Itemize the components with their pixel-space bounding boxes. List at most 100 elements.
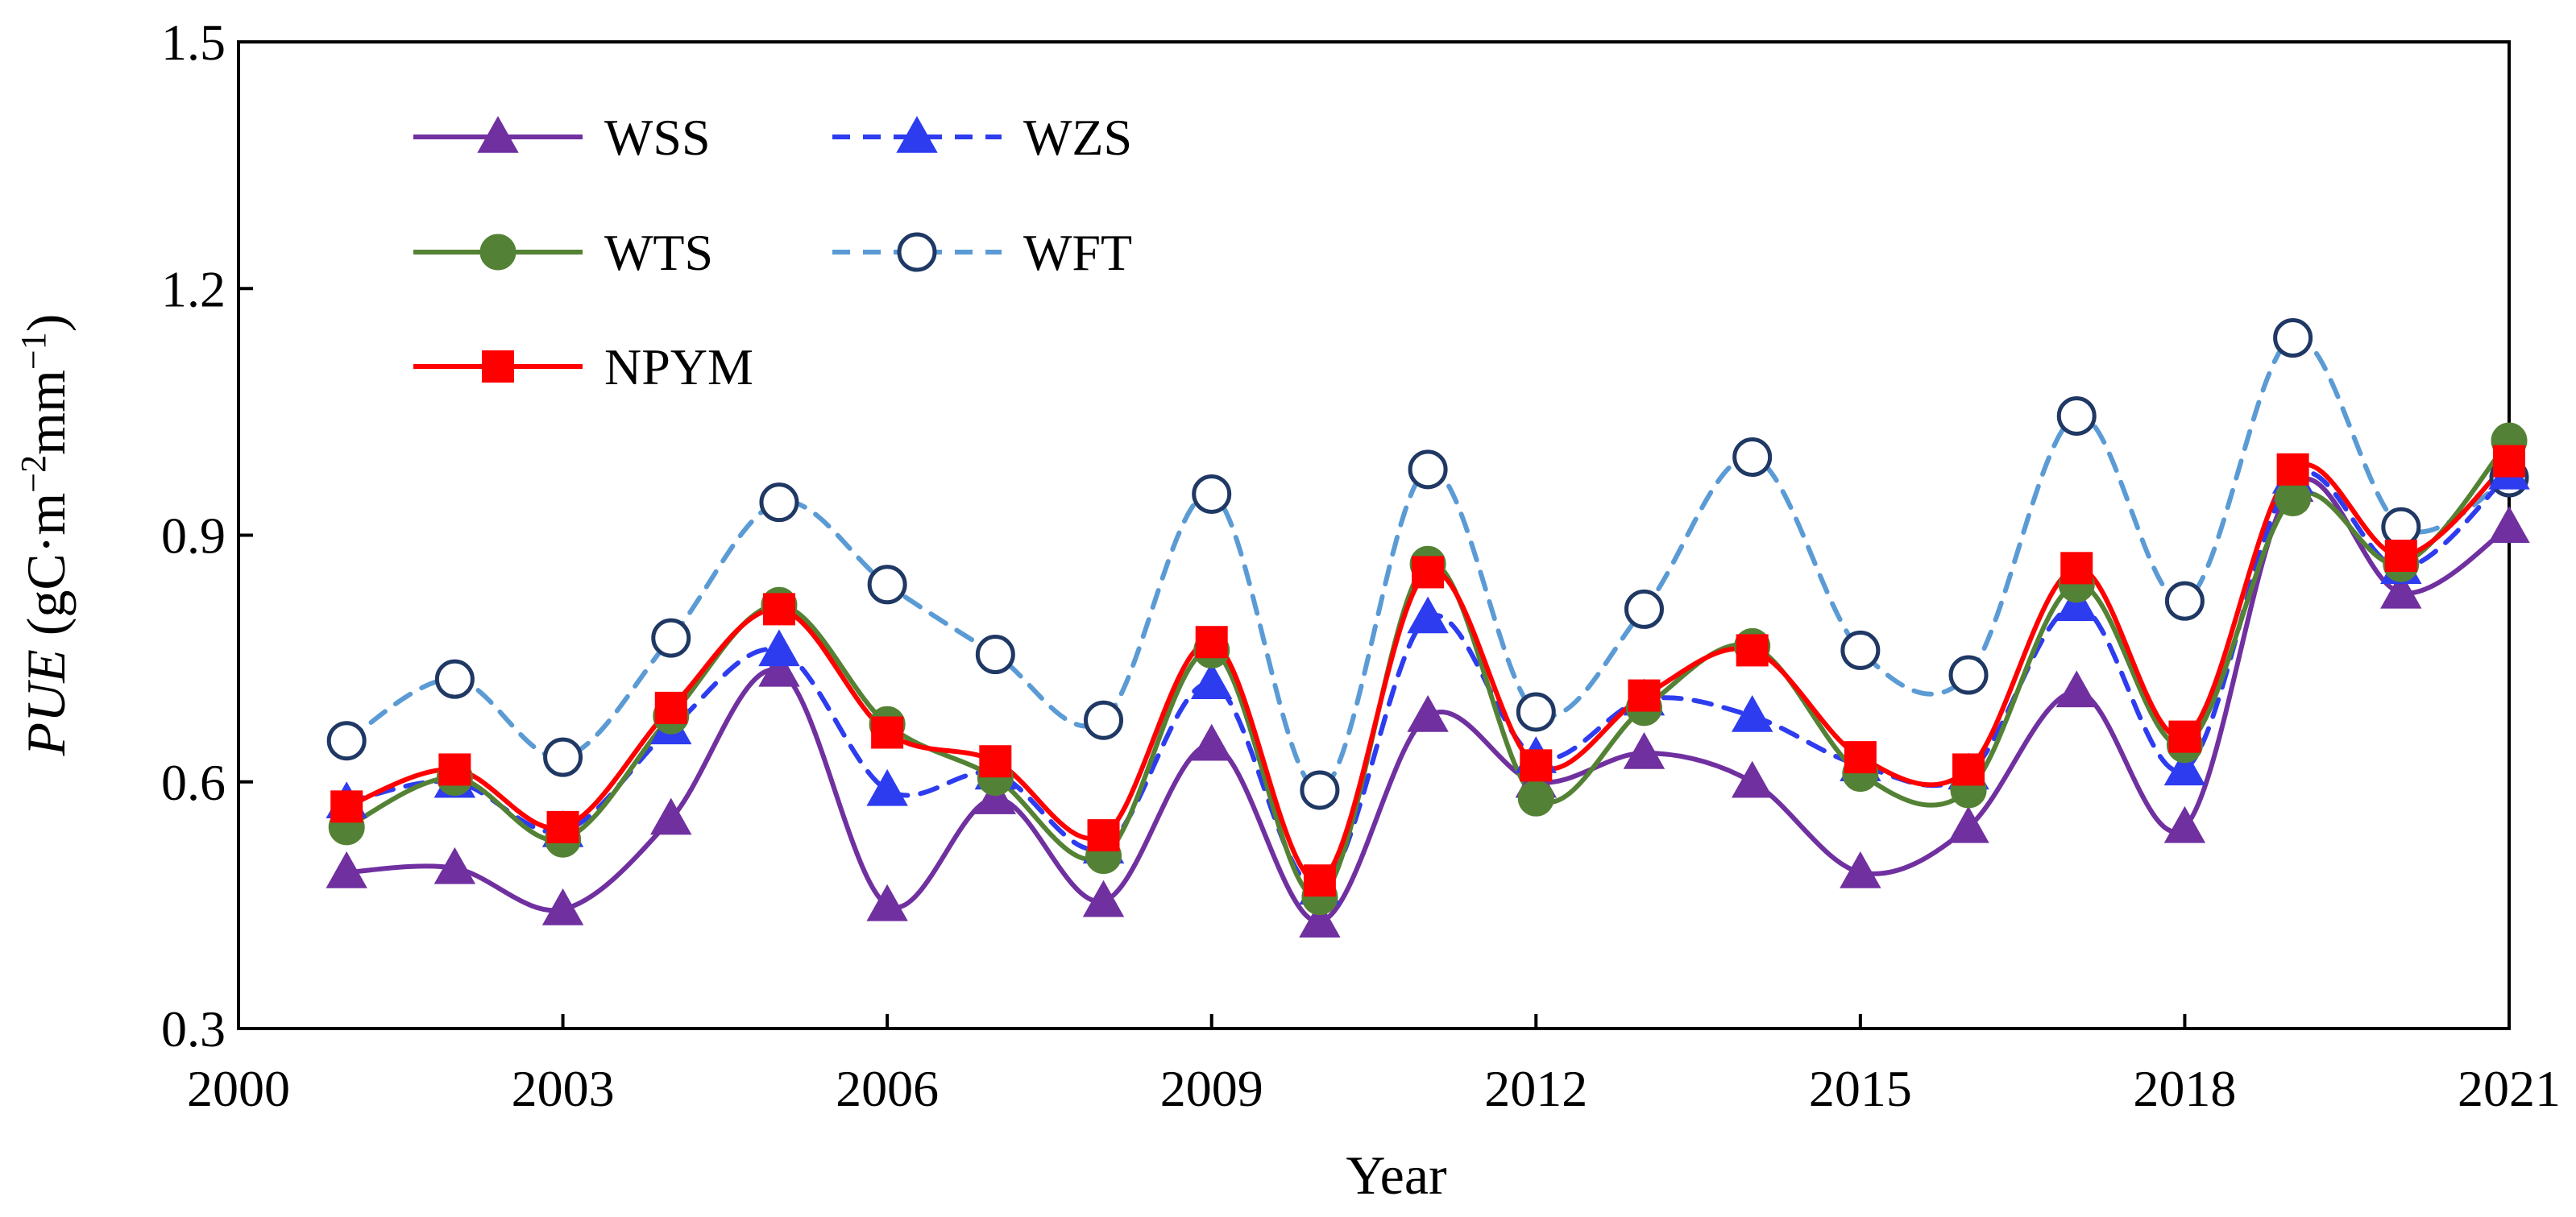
x-tick-label-2006: 2006 [836, 1060, 939, 1117]
point-npym-2017 [2060, 552, 2093, 585]
legend-entry-wss: WSS [413, 109, 711, 166]
point-wzs-2005 [758, 629, 800, 667]
point-wss-2021 [2488, 506, 2530, 544]
point-wzs-2014 [1731, 695, 1773, 732]
point-wss-2018 [2163, 805, 2206, 843]
point-npym-2016 [1952, 753, 1985, 786]
legend-marker-wft [897, 232, 937, 272]
point-npym-2007 [979, 745, 1012, 778]
y-tick-label-0-6: 0.6 [161, 754, 226, 811]
point-wss-2006 [866, 884, 908, 921]
y-tick-label-0-9: 0.9 [161, 507, 226, 565]
point-wft-2012 [1516, 692, 1556, 732]
point-wft-2020 [2381, 507, 2421, 547]
point-wss-2010 [1299, 900, 1341, 938]
legend-label-npym: NPYM [604, 338, 753, 395]
point-wss-2017 [2055, 670, 2097, 708]
point-wft-2006 [867, 565, 907, 605]
point-wft-2001 [326, 721, 367, 761]
marker-layer [326, 318, 2530, 938]
legend-marker-wzs [896, 115, 938, 153]
point-wss-2003 [541, 888, 584, 925]
point-npym-2015 [1844, 741, 1877, 774]
legend-entry-wft: WFT [832, 224, 1132, 281]
point-wss-2009 [1191, 723, 1233, 761]
point-wft-2009 [1192, 474, 1232, 514]
point-wft-2016 [1948, 655, 1989, 695]
legend-marker-wts [479, 234, 516, 271]
legend-entry-npym: NPYM [413, 338, 753, 395]
point-npym-2004 [654, 691, 687, 724]
point-npym-2013 [1628, 679, 1661, 712]
point-npym-2001 [330, 790, 363, 823]
point-wft-2019 [2273, 318, 2313, 358]
x-tick-label-2009: 2009 [1160, 1060, 1263, 1117]
point-wss-2020 [2380, 571, 2422, 609]
point-wts-2012 [1517, 780, 1554, 817]
point-wss-2001 [326, 851, 367, 888]
point-wzs-2011 [1407, 596, 1449, 634]
x-tick-label-2003: 2003 [512, 1060, 615, 1117]
point-wft-2007 [975, 635, 1015, 675]
point-npym-2021 [2493, 445, 2525, 478]
point-wft-2013 [1624, 589, 1664, 629]
y-axis-label-sup2: −1 [14, 332, 53, 370]
point-npym-2005 [762, 593, 795, 626]
legend-entry-wts: WTS [413, 224, 713, 281]
point-wzs-2009 [1191, 662, 1233, 699]
point-npym-2008 [1087, 819, 1120, 852]
point-wss-2013 [1623, 731, 1665, 769]
legend-label-wzs: WZS [1023, 109, 1132, 166]
x-tick-label-2021: 2021 [2458, 1060, 2561, 1117]
x-tick-label-2000: 2000 [187, 1060, 290, 1117]
point-wft-2005 [759, 482, 799, 523]
legend: WSS WZS WTS WFT NPYM [413, 109, 1132, 395]
point-wft-2002 [434, 659, 475, 699]
y-axis-label-unit-close: ) [15, 314, 77, 333]
point-wss-2016 [1948, 805, 1989, 843]
point-wss-2015 [1840, 851, 1881, 888]
y-axis: 0.3 0.6 0.9 1.2 1.5 [161, 14, 253, 1058]
legend-label-wft: WFT [1023, 224, 1132, 281]
point-npym-2018 [2168, 720, 2201, 753]
point-wft-2017 [2056, 395, 2097, 436]
point-npym-2019 [2276, 453, 2309, 486]
y-axis-label-sup1: −2 [14, 455, 53, 493]
point-wzs-2017 [2055, 584, 2097, 621]
point-wft-2011 [1408, 449, 1448, 490]
y-axis-label-unit-mid: mm [15, 370, 77, 455]
point-npym-2010 [1303, 864, 1336, 897]
legend-marker-wss [477, 115, 519, 153]
point-wss-2008 [1082, 880, 1125, 917]
legend-label-wss: WSS [604, 109, 711, 166]
point-npym-2011 [1412, 556, 1445, 589]
point-wts-2019 [2275, 480, 2312, 517]
legend-marker-npym [482, 350, 514, 383]
legend-entry-wzs: WZS [832, 109, 1132, 166]
point-npym-2002 [438, 753, 471, 786]
point-npym-2012 [1520, 749, 1553, 782]
point-wss-2014 [1731, 760, 1773, 798]
point-wzs-2006 [866, 768, 908, 806]
point-wft-2018 [2164, 581, 2205, 621]
point-wft-2014 [1732, 437, 1773, 478]
point-wft-2004 [651, 618, 691, 658]
point-wss-2007 [974, 777, 1017, 814]
legend-label-wts: WTS [604, 224, 713, 281]
point-wss-2005 [758, 649, 800, 687]
x-tick-label-2018: 2018 [2133, 1060, 2236, 1117]
point-wft-2008 [1084, 700, 1124, 740]
x-axis: 2000 2003 2006 2009 2012 2015 2018 2021 [187, 1014, 2561, 1117]
y-tick-label-1-2: 1.2 [161, 260, 226, 317]
y-axis-label: PUE (gC·m−2mm−1) [14, 314, 77, 757]
point-npym-2020 [2384, 540, 2417, 573]
y-tick-label-0-3: 0.3 [161, 1000, 226, 1058]
point-wss-2002 [433, 847, 476, 884]
point-npym-2014 [1736, 634, 1769, 667]
point-wzs-2018 [2163, 748, 2206, 786]
x-tick-label-2012: 2012 [1484, 1060, 1587, 1117]
point-npym-2006 [871, 716, 904, 749]
point-npym-2003 [546, 810, 579, 843]
